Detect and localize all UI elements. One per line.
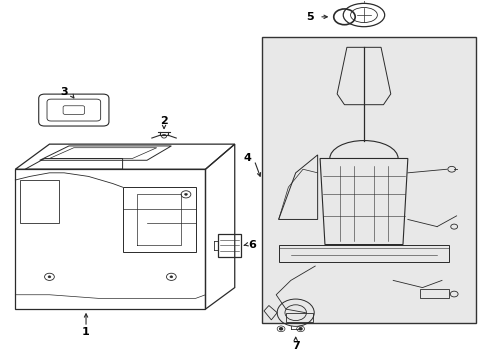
Circle shape — [184, 193, 187, 195]
Text: 3: 3 — [60, 87, 68, 97]
Text: 6: 6 — [247, 239, 255, 249]
Text: 7: 7 — [291, 341, 299, 351]
Text: 4: 4 — [243, 153, 250, 163]
Circle shape — [299, 328, 302, 330]
Text: 1: 1 — [82, 327, 90, 337]
Text: 2: 2 — [160, 116, 167, 126]
Circle shape — [279, 328, 282, 330]
Circle shape — [48, 276, 51, 278]
Circle shape — [169, 276, 172, 278]
Text: 5: 5 — [306, 12, 313, 22]
Polygon shape — [261, 37, 475, 323]
